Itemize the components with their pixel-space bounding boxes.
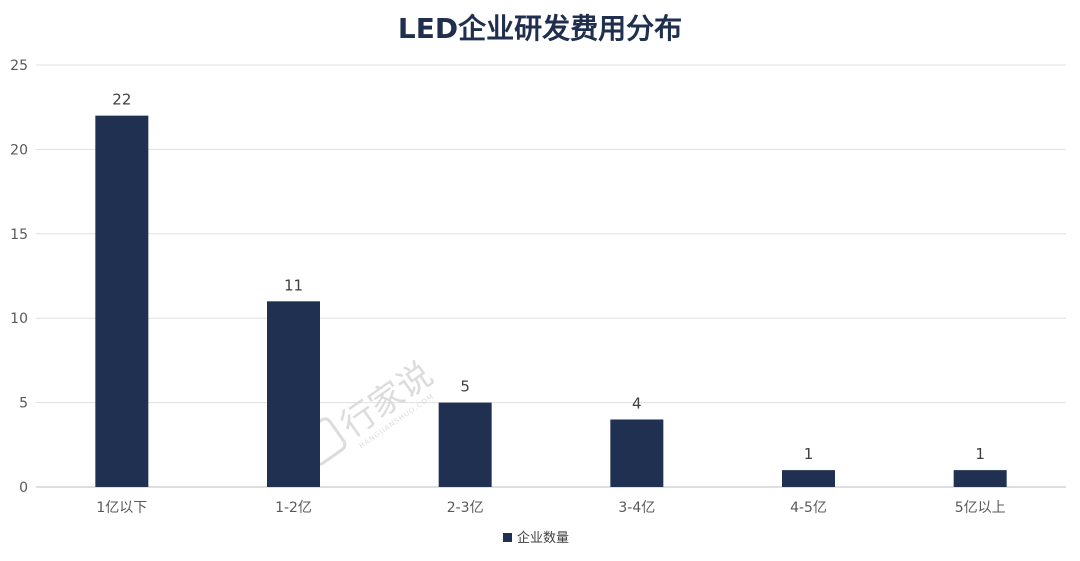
x-tick-label: 1亿以下 <box>96 500 147 516</box>
y-tick-label: 0 <box>19 480 28 496</box>
x-tick-label: 5亿以上 <box>955 500 1006 516</box>
x-tick-label: 2-3亿 <box>447 500 484 516</box>
bar <box>610 419 664 487</box>
bar <box>953 470 1007 487</box>
y-tick-label: 15 <box>10 227 28 243</box>
legend-swatch <box>503 533 512 542</box>
data-label: 4 <box>632 394 642 412</box>
data-label: 5 <box>460 378 470 396</box>
data-label: 22 <box>112 91 131 109</box>
data-label: 1 <box>804 445 814 463</box>
bar <box>95 115 149 487</box>
y-tick-label: 5 <box>19 396 28 412</box>
x-tick-label: 3-4亿 <box>618 500 655 516</box>
bar <box>782 470 835 487</box>
y-axis-ticks: 0 5 10 15 20 25 <box>10 58 28 496</box>
chart-title: LED企业研发费用分布 <box>398 12 682 45</box>
legend-label: 企业数量 <box>517 530 569 546</box>
y-tick-label: 20 <box>10 142 28 158</box>
x-axis-ticks: 1亿以下 1-2亿 2-3亿 3-4亿 4-5亿 5亿以上 <box>96 500 1005 516</box>
x-tick-label: 1-2亿 <box>275 500 312 516</box>
y-tick-label: 10 <box>10 311 28 327</box>
bars <box>95 115 1007 487</box>
data-label: 11 <box>284 276 303 294</box>
data-label: 1 <box>975 445 985 463</box>
y-tick-label: 25 <box>10 58 28 74</box>
legend: 企业数量 <box>503 530 569 546</box>
gridlines <box>36 64 1066 488</box>
bar <box>267 301 320 487</box>
bar <box>438 402 492 487</box>
x-tick-label: 4-5亿 <box>790 500 827 516</box>
